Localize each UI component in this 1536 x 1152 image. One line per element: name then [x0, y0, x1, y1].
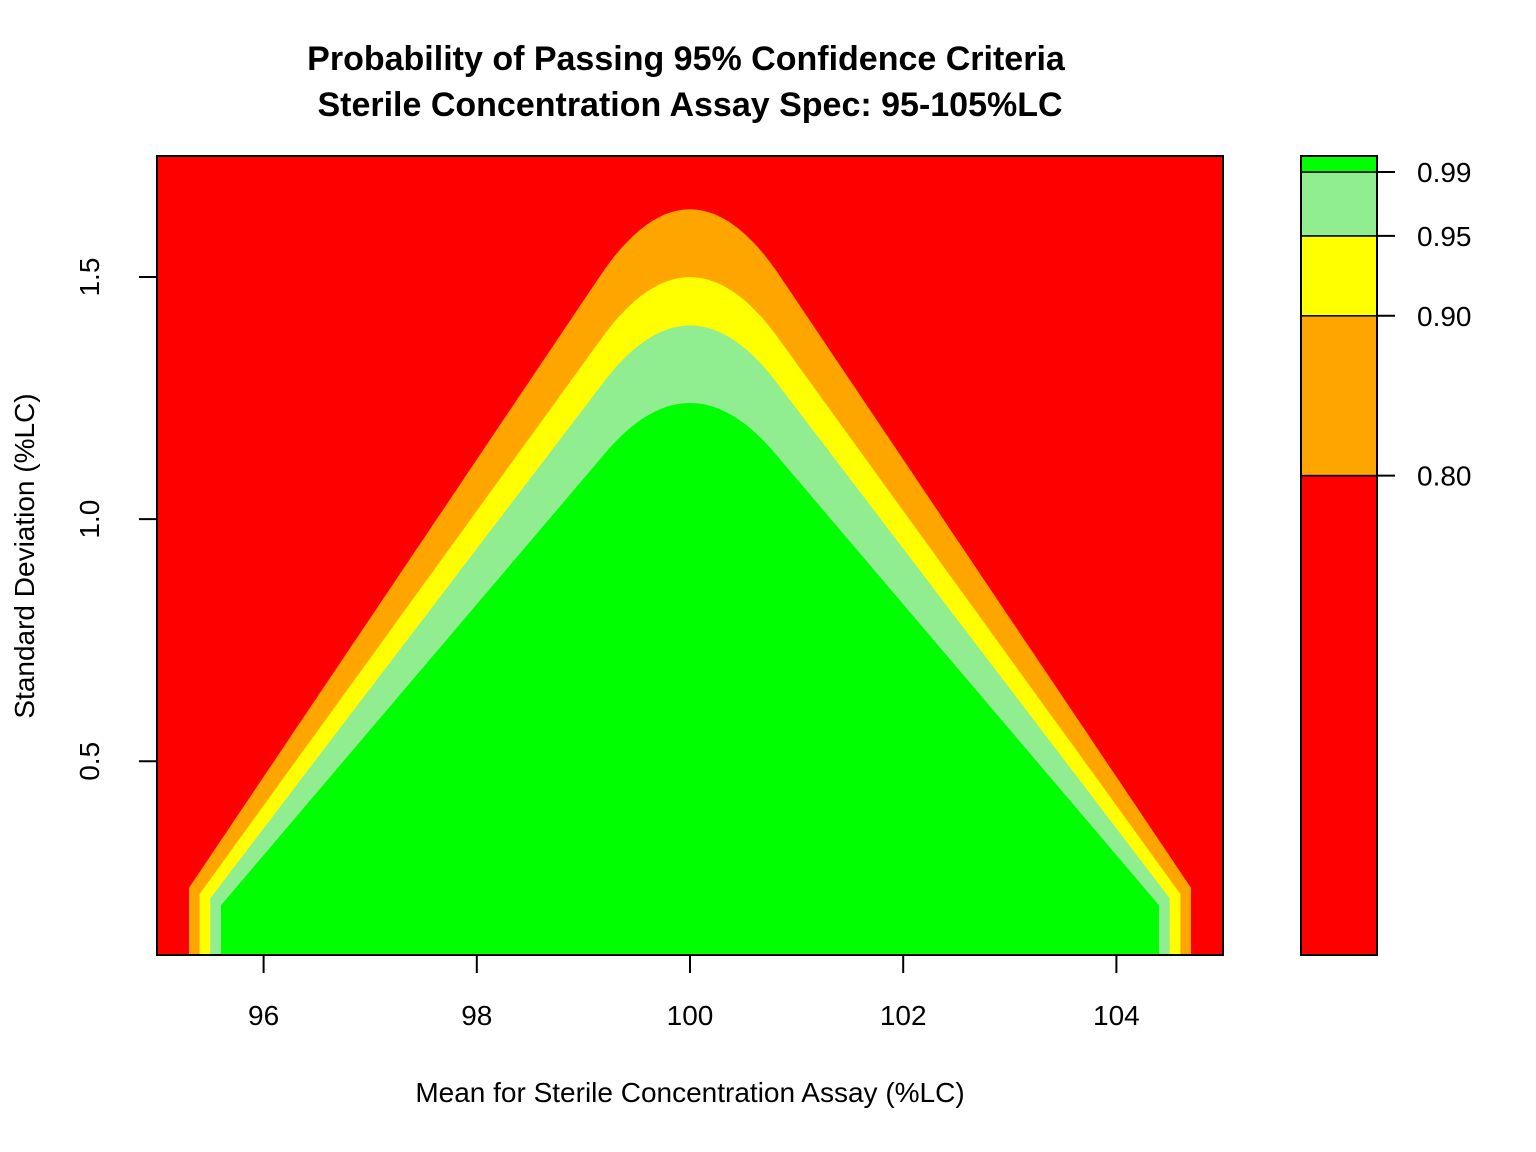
x-tick-label: 104: [1093, 1000, 1140, 1031]
colorbar-label: 0.95: [1417, 221, 1472, 252]
colorbar-segment: [1300, 171, 1378, 237]
x-tick-label: 102: [880, 1000, 927, 1031]
region-above-0.99: [221, 403, 1159, 955]
colorbar-label: 0.90: [1417, 301, 1472, 332]
x-tick-label: 100: [667, 1000, 714, 1031]
plot-regions: [157, 156, 1223, 956]
colorbar-legend: 0.80 0.90 0.95 0.99: [1300, 155, 1472, 956]
colorbar-segment: [1300, 155, 1378, 173]
x-tick-label: 96: [248, 1000, 279, 1031]
y-axis-label: Standard Deviation (%LC): [9, 393, 40, 718]
y-tick-label: 1.0: [74, 500, 105, 539]
x-axis-label: Mean for Sterile Concentration Assay (%L…: [415, 1077, 964, 1108]
y-tick-label: 1.5: [74, 258, 105, 297]
colorbar-label: 0.80: [1417, 461, 1472, 492]
chart-title: Probability of Passing 95% Confidence Cr…: [307, 40, 1066, 78]
colorbar-segment: [1300, 474, 1378, 956]
colorbar-segment: [1300, 235, 1378, 317]
colorbar-segment: [1300, 315, 1378, 477]
colorbar-frame: [1300, 155, 1378, 956]
y-axis: 0.5 1.0 1.5: [74, 258, 157, 781]
chart-subtitle: Sterile Concentration Assay Spec: 95-105…: [317, 86, 1062, 124]
x-axis: 96 98 100 102 104: [248, 955, 1140, 1031]
colorbar-label: 0.99: [1417, 157, 1472, 188]
x-tick-label: 98: [461, 1000, 492, 1031]
y-tick-label: 0.5: [74, 742, 105, 781]
